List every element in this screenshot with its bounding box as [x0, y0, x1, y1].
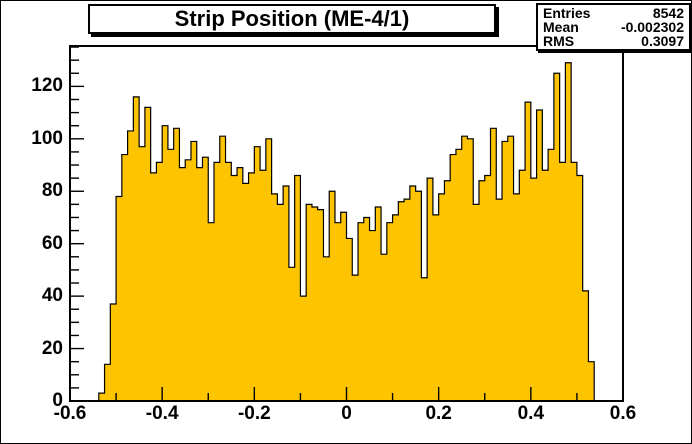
x-tick-label: 0: [341, 403, 352, 424]
stats-rms-value: 0.3097: [641, 33, 684, 49]
y-tick-label: 120: [31, 75, 63, 97]
y-tick-label: 20: [41, 337, 63, 359]
stats-entries-row: Entries 8542: [543, 6, 684, 20]
x-tick-label: 0.6: [609, 403, 637, 424]
y-tick-label: 60: [41, 232, 63, 254]
stats-box: Entries 8542 Mean -0.002302 RMS 0.3097: [536, 3, 691, 51]
stats-rms-row: RMS 0.3097: [543, 34, 684, 48]
x-tick-label: -0.6: [53, 403, 87, 424]
stats-mean-value: -0.002302: [620, 19, 684, 35]
x-tick-label: 0.4: [517, 403, 545, 424]
stats-entries-value: 8542: [652, 5, 684, 21]
y-tick-label: 80: [41, 180, 63, 202]
stats-mean-label: Mean: [543, 19, 579, 35]
plot-frame: [69, 45, 624, 402]
y-tick-label: 40: [41, 285, 63, 307]
x-tick-label: 0.2: [425, 403, 452, 424]
histogram-bars: [98, 62, 595, 402]
stats-entries-label: Entries: [543, 5, 591, 21]
x-tick-label: -0.4: [145, 403, 179, 424]
x-tick-label: -0.2: [237, 403, 271, 424]
stats-rms-label: RMS: [543, 33, 575, 49]
title-box: Strip Position (ME-4/1): [88, 4, 496, 34]
y-tick-label: 0: [52, 390, 63, 411]
chart-title: Strip Position (ME-4/1): [174, 6, 410, 31]
stats-mean-row: Mean -0.002302: [543, 20, 684, 34]
y-tick-label: 100: [31, 127, 63, 149]
